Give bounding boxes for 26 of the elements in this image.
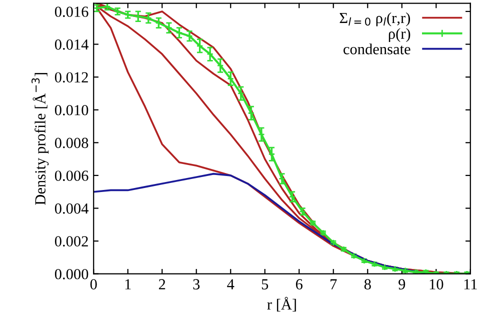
x-tick-label: 8 (364, 279, 371, 290)
y-tick-label: 0.002 (54, 236, 88, 247)
y-tick-label: 0.004 (54, 203, 88, 214)
x-tick-label: 5 (262, 279, 268, 290)
legend-label: Σ$_{l=0}$ ρ$_{l}$(r,r) (340, 12, 410, 26)
legend-label: condensate (344, 44, 410, 54)
x-tick-label: 1 (125, 279, 131, 290)
y-tick-label: 0.016 (54, 6, 88, 17)
y-tick-label: 0.000 (54, 268, 88, 280)
y-axis-title: Density profile [Å$^{−3}$] (32, 73, 49, 205)
x-tick-label: 7 (330, 279, 337, 290)
y-tick-label: 0.008 (54, 138, 88, 148)
x-tick-label: 4 (227, 279, 234, 290)
legend-label: ρ(r) (388, 28, 410, 42)
y-tick-label: 0.012 (54, 72, 88, 83)
x-tick-label: 6 (296, 279, 302, 290)
y-tick-label: 0.006 (54, 170, 88, 181)
y-tick-label: 0.010 (54, 104, 88, 116)
y-tick-label: 0.014 (54, 39, 88, 50)
x-axis-title: r [Å] (267, 296, 296, 312)
x-tick-label: 9 (398, 279, 406, 290)
x-tick-label: 0 (90, 279, 97, 290)
x-tick-label: 11 (464, 279, 477, 290)
x-tick-label: 10 (430, 279, 444, 290)
x-tick-label: 3 (193, 279, 200, 290)
x-tick-label: 2 (158, 279, 166, 290)
